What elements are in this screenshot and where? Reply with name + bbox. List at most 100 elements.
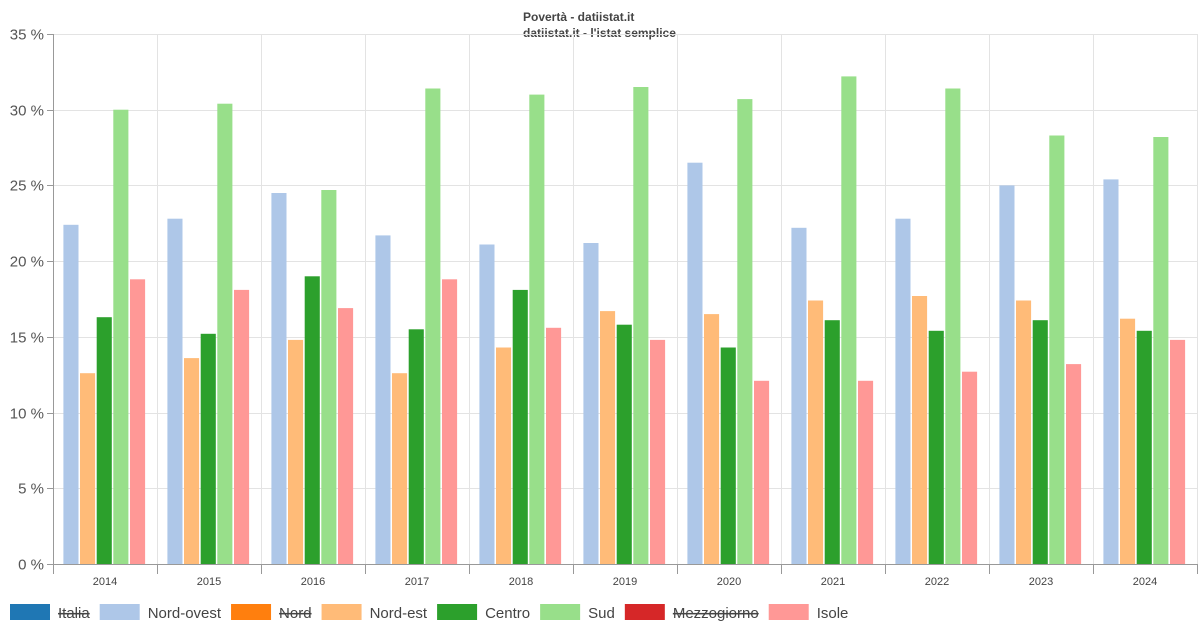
- y-tick-label: 30 %: [10, 103, 44, 120]
- bar-nord-ovest-2021[interactable]: Nord-ovest 2021: 22.2 %: [791, 227, 807, 565]
- x-tick-label: 2019: [613, 576, 637, 588]
- bar-sud-2022[interactable]: Sud 2022: 31.4 %: [945, 88, 961, 565]
- bar-centro-2023[interactable]: Centro 2023: 16.1 %: [1032, 320, 1048, 564]
- legend-item-sud[interactable]: Sud: [540, 604, 615, 622]
- x-tick-label: 2014: [93, 576, 117, 588]
- chart-subtitle: datiistat.it - l'istat semplice: [523, 26, 676, 40]
- legend-swatch: [231, 604, 272, 620]
- bar-nord-ovest-2014[interactable]: Nord-ovest 2014: 22.4 %: [63, 224, 79, 565]
- bar-nord-ovest-2016[interactable]: Nord-ovest 2016: 24.5 %: [271, 193, 287, 564]
- bar-sud-2018[interactable]: Sud 2018: 31 %: [529, 94, 545, 564]
- legend-item-nord-est[interactable]: Nord-est: [321, 604, 428, 622]
- legend-item-isole[interactable]: Isole: [768, 604, 849, 622]
- bar-centro-2020[interactable]: Centro 2020: 14.3 %: [720, 347, 736, 565]
- x-tick-label: 2022: [925, 576, 949, 588]
- bar-isole-2022[interactable]: Isole 2022: 12.7 %: [962, 371, 978, 564]
- bar-sud-2014[interactable]: Sud 2014: 30 %: [113, 109, 129, 564]
- bar-nord-est-2016[interactable]: Nord-est 2016: 14.8 %: [288, 339, 304, 564]
- y-tick-label: 15 %: [10, 330, 44, 347]
- bar-centro-2018[interactable]: Centro 2018: 18.1 %: [512, 289, 528, 564]
- chart-title: Povertà - datiistat.it: [523, 10, 634, 24]
- y-tick-label: 25 %: [10, 178, 44, 195]
- bar-nord-est-2018[interactable]: Nord-est 2018: 14.3 %: [496, 347, 512, 565]
- bar-isole-2017[interactable]: Isole 2017: 18.8 %: [442, 279, 458, 564]
- x-tick-label: 2024: [1133, 576, 1157, 588]
- bar-centro-2016[interactable]: Centro 2016: 19 %: [304, 276, 320, 564]
- bar-sud-2020[interactable]: Sud 2020: 30.7 %: [737, 99, 753, 564]
- legend-item-nord[interactable]: Nord: [231, 604, 312, 622]
- legend-label: Centro: [485, 605, 530, 622]
- legend[interactable]: Italia Nord-ovest Nord Nord-est Centro Sud Mez…: [10, 604, 848, 622]
- bar-centro-2014[interactable]: Centro 2014: 16.3 %: [96, 317, 112, 564]
- legend-item-mezzogiorno[interactable]: Mezzogiorno: [624, 604, 759, 622]
- bar-isole-2016[interactable]: Isole 2016: 16.9 %: [338, 308, 354, 564]
- legend-label: Nord-ovest: [148, 605, 222, 622]
- x-tick-label: 2015: [197, 576, 221, 588]
- legend-item-italia[interactable]: Italia: [10, 604, 90, 622]
- y-tick-label: 5 %: [18, 481, 44, 498]
- grid: [53, 34, 1198, 565]
- bar-nord-est-2021[interactable]: Nord-est 2021: 17.4 %: [808, 300, 824, 565]
- bar-isole-2014[interactable]: Isole 2014: 18.8 %: [130, 279, 146, 564]
- bar-centro-2015[interactable]: Centro 2015: 15.2 %: [200, 333, 216, 564]
- bar-isole-2020[interactable]: Isole 2020: 12.1 %: [754, 380, 770, 564]
- bar-sud-2017[interactable]: Sud 2017: 31.4 %: [425, 88, 441, 565]
- bar-nord-est-2014[interactable]: Nord-est 2014: 12.6 %: [80, 373, 96, 564]
- bar-nord-ovest-2024[interactable]: Nord-ovest 2024: 25.4 %: [1103, 179, 1119, 564]
- bar-centro-2021[interactable]: Centro 2021: 16.1 %: [824, 320, 840, 564]
- bar-nord-ovest-2022[interactable]: Nord-ovest 2022: 22.8 %: [895, 218, 911, 564]
- bar-sud-2016[interactable]: Sud 2016: 24.7 %: [321, 190, 337, 564]
- legend-label: Nord-est: [370, 605, 428, 622]
- legend-item-centro[interactable]: Centro: [437, 604, 530, 622]
- bar-sud-2015[interactable]: Sud 2015: 30.4 %: [217, 103, 233, 564]
- bar-nord-est-2022[interactable]: Nord-est 2022: 17.7 %: [912, 296, 928, 564]
- bar-nord-est-2020[interactable]: Nord-est 2020: 16.5 %: [704, 314, 720, 564]
- bar-nord-ovest-2019[interactable]: Nord-ovest 2019: 21.2 %: [583, 243, 599, 564]
- legend-swatch: [624, 604, 665, 620]
- bar-centro-2019[interactable]: Centro 2019: 15.8 %: [616, 324, 632, 564]
- legend-swatch: [99, 604, 140, 620]
- bar-nord-est-2015[interactable]: Nord-est 2015: 13.6 %: [184, 358, 200, 564]
- legend-swatch: [10, 604, 50, 620]
- bar-sud-2021[interactable]: Sud 2021: 32.2 %: [841, 76, 857, 565]
- legend-swatch: [768, 604, 809, 620]
- y-tick-label: 10 %: [10, 406, 44, 423]
- x-tick-label: 2017: [405, 576, 429, 588]
- bar-nord-ovest-2023[interactable]: Nord-ovest 2023: 25 %: [999, 185, 1015, 564]
- bar-nord-ovest-2020[interactable]: Nord-ovest 2020: 26.5 %: [687, 162, 703, 564]
- x-tick-label: 2023: [1029, 576, 1053, 588]
- legend-label: Nord: [279, 605, 312, 622]
- bar-isole-2024[interactable]: Isole 2024: 14.8 %: [1170, 339, 1186, 564]
- bar-sud-2023[interactable]: Sud 2023: 28.3 %: [1049, 135, 1065, 565]
- y-tick-label: 20 %: [10, 254, 44, 271]
- legend-label: Sud: [588, 605, 615, 622]
- legend-swatch: [437, 604, 478, 620]
- bar-nord-ovest-2015[interactable]: Nord-ovest 2015: 22.8 %: [167, 218, 183, 564]
- bar-nord-ovest-2017[interactable]: Nord-ovest 2017: 21.7 %: [375, 235, 391, 564]
- bar-nord-est-2023[interactable]: Nord-est 2023: 17.4 %: [1016, 300, 1032, 565]
- legend-item-nord-ovest[interactable]: Nord-ovest: [99, 604, 222, 622]
- x-tick-label: 2021: [821, 576, 845, 588]
- bar-isole-2019[interactable]: Isole 2019: 14.8 %: [650, 339, 666, 564]
- bar-centro-2024[interactable]: Centro 2024: 15.4 %: [1136, 330, 1152, 564]
- bar-isole-2015[interactable]: Isole 2015: 18.1 %: [234, 289, 250, 564]
- bar-nord-est-2024[interactable]: Nord-est 2024: 16.2 %: [1120, 318, 1136, 564]
- bar-nord-est-2019[interactable]: Nord-est 2019: 16.7 %: [600, 311, 616, 564]
- legend-label: Isole: [817, 605, 849, 622]
- y-tick-label: 35 %: [10, 27, 44, 44]
- bar-nord-est-2017[interactable]: Nord-est 2017: 12.6 %: [392, 373, 408, 564]
- bar-isole-2021[interactable]: Isole 2021: 12.1 %: [858, 380, 874, 564]
- legend-swatch: [540, 604, 581, 620]
- bar-sud-2024[interactable]: Sud 2024: 28.2 %: [1153, 137, 1169, 564]
- bar-isole-2018[interactable]: Isole 2018: 15.6 %: [546, 327, 562, 564]
- bar-sud-2019[interactable]: Sud 2019: 31.5 %: [633, 87, 649, 564]
- bar-isole-2023[interactable]: Isole 2023: 13.2 %: [1066, 364, 1082, 564]
- axes: 0 % 5 % 10 % 15 % 20 % 25 % 30 % 35 % 2014 2015 20…: [10, 27, 1198, 588]
- y-tick-label: 0 %: [18, 557, 44, 574]
- bar-centro-2022[interactable]: Centro 2022: 15.4 %: [928, 330, 944, 564]
- x-tick-label: 2016: [301, 576, 325, 588]
- bar-nord-ovest-2018[interactable]: Nord-ovest 2018: 21.1 %: [479, 244, 495, 565]
- bar-centro-2017[interactable]: Centro 2017: 15.5 %: [408, 329, 424, 564]
